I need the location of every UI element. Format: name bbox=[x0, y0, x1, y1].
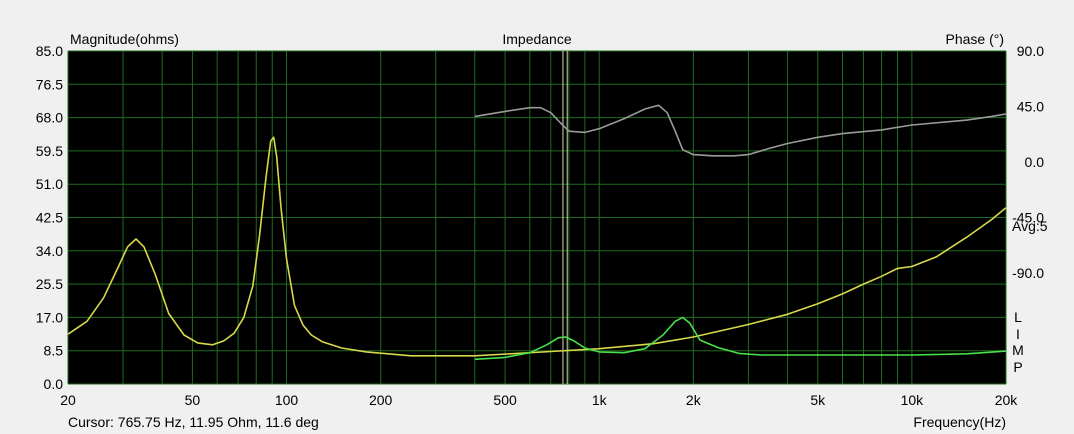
y-tick-label-right: -90.0 bbox=[1012, 265, 1044, 281]
cursor-readout: Cursor: 765.75 Hz, 11.95 Ohm, 11.6 deg bbox=[68, 414, 319, 430]
limp-label-letter: L bbox=[1014, 309, 1022, 325]
x-tick-labels: 20 50 100 200 500 1k 2k 5k 10k 20k bbox=[60, 392, 1018, 408]
y-tick-labels-right: 90.0 45.0 0.0 -45.0 -90.0 bbox=[1012, 43, 1044, 281]
x-tick-label: 20 bbox=[60, 392, 76, 408]
cursor-lines[interactable] bbox=[562, 51, 568, 384]
y-tick-label-left: 59.5 bbox=[36, 143, 63, 159]
series-line-2 bbox=[474, 316, 1007, 361]
y-axis-label-right: Phase (°) bbox=[945, 31, 1004, 47]
y-tick-label-right: -45.0 bbox=[1012, 210, 1044, 226]
chart-title: Impedance bbox=[502, 31, 571, 47]
x-tick-label: 2k bbox=[686, 392, 702, 408]
x-tick-label: 50 bbox=[185, 392, 201, 408]
x-tick-label: 5k bbox=[810, 392, 826, 408]
y-tick-labels-left: 85.0 76.5 68.0 59.5 51.0 42.5 34.0 25.5 17.0 8.5 0… bbox=[36, 43, 63, 392]
y-tick-label-left: 76.5 bbox=[36, 76, 63, 92]
series-line-3 bbox=[474, 104, 1007, 157]
y-tick-label-right: 45.0 bbox=[1017, 99, 1044, 115]
series-line-1 bbox=[67, 136, 1007, 357]
y-tick-label-right: 0.0 bbox=[1025, 154, 1045, 170]
limp-label-letter: M bbox=[1012, 342, 1024, 358]
x-axis-label: Frequency(Hz) bbox=[913, 414, 1006, 430]
limp-label-letter: P bbox=[1013, 359, 1022, 375]
grid bbox=[67, 50, 1007, 385]
limp-label-letter: I bbox=[1016, 326, 1020, 342]
average-label: Avg:5 bbox=[1012, 218, 1048, 234]
x-tick-label: 200 bbox=[369, 392, 393, 408]
y-tick-label-left: 68.0 bbox=[36, 110, 63, 126]
x-tick-label: 10k bbox=[901, 392, 925, 408]
y-tick-label-left: 51.0 bbox=[36, 176, 63, 192]
y-axis-label-left: Magnitude(ohms) bbox=[70, 31, 179, 47]
y-tick-label-left: 42.5 bbox=[36, 210, 63, 226]
y-tick-label-left: 85.0 bbox=[36, 43, 63, 59]
x-tick-label: 20k bbox=[995, 392, 1019, 408]
x-tick-label: 1k bbox=[592, 392, 608, 408]
x-tick-label: 500 bbox=[493, 392, 517, 408]
series-group bbox=[67, 104, 1007, 361]
y-tick-label-left: 8.5 bbox=[44, 343, 64, 359]
y-tick-label-left: 17.0 bbox=[36, 309, 63, 325]
y-tick-label-left: 34.0 bbox=[36, 243, 63, 259]
y-tick-label-left: 25.5 bbox=[36, 276, 63, 292]
y-tick-label-right: 90.0 bbox=[1017, 43, 1044, 59]
y-tick-label-left: 0.0 bbox=[44, 376, 64, 392]
x-tick-label: 100 bbox=[275, 392, 299, 408]
